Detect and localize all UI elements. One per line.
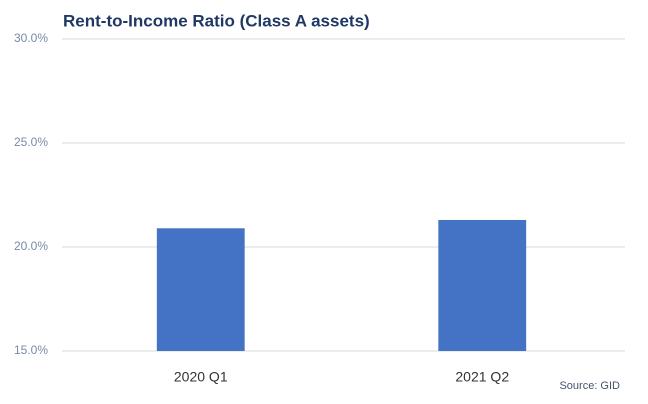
x-tick-label: 2020 Q1 bbox=[174, 369, 228, 385]
x-tick-label: 2021 Q2 bbox=[455, 369, 509, 385]
y-tick-label: 30.0% bbox=[14, 31, 48, 45]
chart-title: Rent-to-Income Ratio (Class A assets) bbox=[63, 11, 370, 30]
y-tick-label: 25.0% bbox=[14, 135, 48, 149]
source-note: Source: GID bbox=[559, 380, 620, 392]
bar bbox=[156, 228, 245, 351]
y-tick-label: 20.0% bbox=[14, 239, 48, 253]
y-tick-label: 15.0% bbox=[14, 343, 48, 357]
bar bbox=[438, 219, 527, 351]
